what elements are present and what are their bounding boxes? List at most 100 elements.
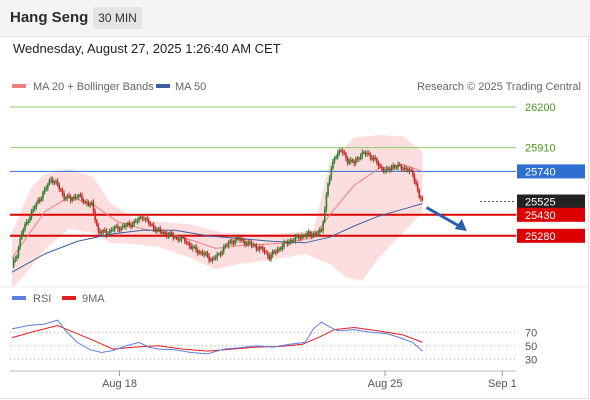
candle-body <box>201 252 204 255</box>
candle-body <box>416 184 419 190</box>
candle-body <box>89 203 91 206</box>
candle-body <box>314 232 316 235</box>
candle-body <box>146 218 149 221</box>
candle-body <box>337 152 339 158</box>
candle-body <box>17 247 20 257</box>
candle-body <box>226 245 228 247</box>
candle-body <box>206 252 209 257</box>
candle-body <box>115 226 118 228</box>
candle-body <box>234 239 236 244</box>
candle-body <box>110 229 113 231</box>
candle-body <box>328 177 331 184</box>
candle-body <box>112 229 114 231</box>
forecast-arrow-shaft <box>425 206 462 229</box>
candle-body <box>100 232 103 234</box>
candle-body <box>252 244 254 246</box>
rsi-level-label-50: 50 <box>525 341 537 353</box>
candle-body <box>403 167 406 170</box>
candle-body <box>363 152 365 154</box>
candle-body <box>312 234 315 237</box>
candle-body <box>397 164 399 168</box>
candle-body <box>208 256 210 261</box>
candle-body <box>297 235 300 239</box>
candle-body <box>317 232 320 234</box>
candle-body <box>323 209 326 222</box>
candle-body <box>196 250 199 254</box>
candle-body <box>244 241 246 245</box>
ma20-legend-label: MA 20 + Bollinger Bands <box>33 81 154 93</box>
candle-body <box>275 252 277 254</box>
candle-body <box>221 251 223 255</box>
candle-body <box>165 234 168 237</box>
candle-body <box>351 159 354 162</box>
candle-body <box>102 229 105 233</box>
candle-body <box>385 168 388 171</box>
x-tick-label: Sep 1 <box>488 378 517 390</box>
candle-body <box>239 239 241 241</box>
candle-body <box>42 192 44 199</box>
candle-body <box>209 260 212 262</box>
candle-body <box>14 258 17 261</box>
candle-body <box>131 223 134 227</box>
candle-body <box>392 165 394 168</box>
candle-body <box>45 188 48 190</box>
candle-body <box>345 153 347 159</box>
rsi-ma-legend-swatch <box>62 296 76 300</box>
candle-body <box>135 220 137 222</box>
candle-body <box>374 157 377 159</box>
candle-body <box>361 152 364 157</box>
timeframe-badge[interactable]: 30 MIN <box>93 7 142 29</box>
candle-body <box>229 240 232 243</box>
candle-body <box>159 228 162 233</box>
candle-body <box>156 229 158 232</box>
rsi-legend-label: RSI <box>33 293 51 305</box>
candle-body <box>307 231 310 235</box>
candle-body <box>265 251 267 253</box>
candle-body <box>211 257 214 261</box>
candle-body <box>113 226 116 230</box>
candle-body <box>253 244 256 246</box>
candle-body <box>325 194 328 210</box>
candle-body <box>299 238 302 240</box>
candle-body <box>68 195 70 198</box>
ma20-legend-swatch <box>12 84 26 88</box>
candle-body <box>367 153 370 155</box>
candle-body <box>219 253 222 255</box>
candle-body <box>20 233 23 239</box>
candle-body <box>120 227 122 231</box>
candle-body <box>354 159 357 164</box>
level-badge-25430 <box>517 207 585 222</box>
candle-body <box>335 157 337 159</box>
candle-body <box>138 217 140 221</box>
candle-body <box>340 150 342 152</box>
candle-body <box>214 257 217 259</box>
candle-body <box>143 218 145 220</box>
rsi-level-label-30: 30 <box>525 354 537 366</box>
candle-body <box>188 242 191 247</box>
candle-body <box>231 240 233 243</box>
candle-body <box>421 198 424 200</box>
candle-body <box>94 211 96 221</box>
candle-body <box>302 235 305 237</box>
x-axis-ticks: Aug 18 Aug 25 Sep 1 <box>102 371 517 390</box>
candle-body <box>249 241 251 244</box>
level-badge-25280 <box>517 228 585 243</box>
candle-body <box>178 239 181 241</box>
candle-body <box>205 252 207 254</box>
candle-body <box>108 230 111 234</box>
candle-body <box>175 237 178 239</box>
candle-body <box>192 246 194 249</box>
candle-body <box>95 220 98 226</box>
level-label-25280: 25280 <box>525 231 556 243</box>
candle-body <box>394 165 396 168</box>
rsi-line <box>11 319 423 355</box>
candle-body <box>293 240 295 242</box>
candle-body <box>420 197 422 199</box>
candle-body <box>193 246 196 248</box>
candle-body <box>341 150 344 153</box>
candle-body <box>34 206 36 210</box>
candle-body <box>296 235 298 237</box>
candle-body <box>22 229 25 234</box>
candle-body <box>164 232 166 235</box>
